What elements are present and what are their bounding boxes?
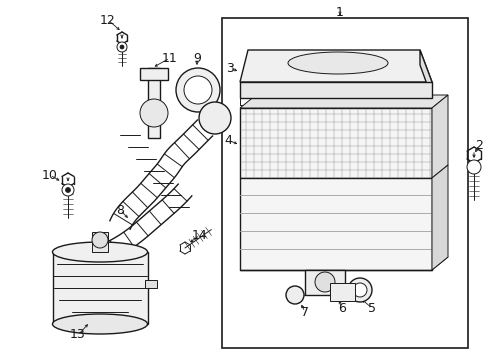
Text: 3: 3 xyxy=(225,62,233,75)
Ellipse shape xyxy=(287,52,387,74)
Bar xyxy=(145,280,157,288)
Text: 6: 6 xyxy=(337,302,345,315)
Polygon shape xyxy=(431,165,447,270)
Text: 11: 11 xyxy=(162,51,178,64)
Polygon shape xyxy=(148,68,160,138)
Polygon shape xyxy=(431,95,447,178)
Circle shape xyxy=(62,184,74,196)
Bar xyxy=(329,283,354,301)
Polygon shape xyxy=(240,82,431,98)
Circle shape xyxy=(314,272,334,292)
Text: 4: 4 xyxy=(224,134,231,147)
Text: 10: 10 xyxy=(42,168,58,181)
Circle shape xyxy=(347,278,371,302)
Circle shape xyxy=(199,102,230,134)
Circle shape xyxy=(65,188,70,193)
Polygon shape xyxy=(240,50,431,82)
Circle shape xyxy=(183,76,212,104)
Circle shape xyxy=(117,42,127,52)
Polygon shape xyxy=(240,95,447,108)
Ellipse shape xyxy=(52,242,147,262)
Bar xyxy=(240,108,431,178)
Text: 9: 9 xyxy=(193,51,201,64)
Text: 1: 1 xyxy=(335,5,343,18)
Text: 7: 7 xyxy=(301,306,308,319)
Circle shape xyxy=(466,160,480,174)
Circle shape xyxy=(140,99,168,127)
Text: 12: 12 xyxy=(100,14,116,27)
Polygon shape xyxy=(419,50,431,98)
Bar xyxy=(240,178,431,270)
Circle shape xyxy=(120,45,124,49)
Text: 8: 8 xyxy=(116,203,124,216)
Text: 14: 14 xyxy=(192,229,207,242)
Text: 2: 2 xyxy=(474,139,482,152)
Bar xyxy=(305,270,345,295)
Polygon shape xyxy=(140,68,168,80)
Text: 5: 5 xyxy=(367,302,375,315)
Bar xyxy=(222,18,467,348)
Text: 13: 13 xyxy=(70,328,86,342)
Circle shape xyxy=(285,286,304,304)
Ellipse shape xyxy=(52,314,147,334)
Circle shape xyxy=(352,283,366,297)
Circle shape xyxy=(92,232,108,248)
Bar xyxy=(53,252,148,324)
Circle shape xyxy=(176,68,220,112)
Bar xyxy=(92,232,108,252)
